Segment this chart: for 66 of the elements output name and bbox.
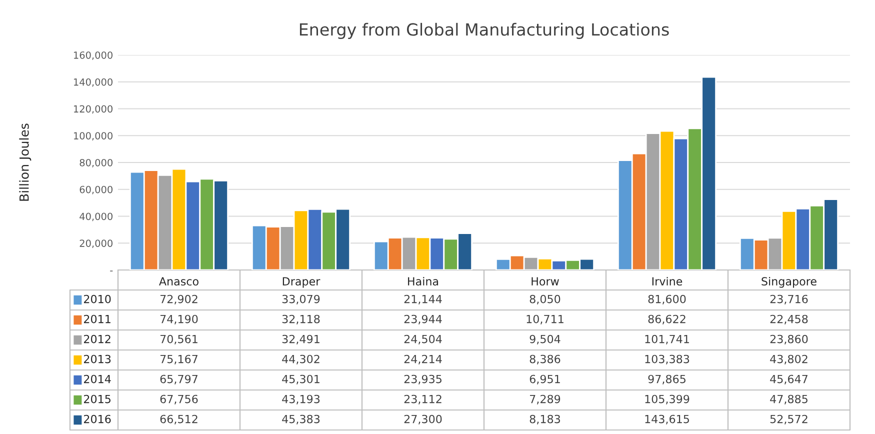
legend-label: 2014 [84,374,111,384]
x-tick-label: Anasco [159,277,198,286]
y-tick-label: 140,000 [74,78,112,87]
data-label: 81,600 [648,294,686,304]
y-tick-label: 120,000 [74,105,112,114]
data-label: 72,902 [160,294,198,304]
data-label: 33,079 [282,294,320,304]
data-label: 44,302 [282,354,320,364]
data-label: 45,647 [770,374,808,384]
legend-label: 2013 [84,354,111,364]
y-tick-label: - [110,270,113,272]
data-label: 47,885 [770,394,808,404]
data-label: 6,951 [530,374,560,384]
chart-title: Energy from Global Manufacturing Locations [300,22,669,40]
data-label: 27,300 [404,414,442,424]
data-label: 43,193 [282,394,320,404]
data-label: 45,383 [282,414,320,424]
legend-label: 2015 [84,394,110,404]
y-tick-label: 80,000 [80,158,112,168]
data-label: 8,050 [530,294,560,304]
data-label: 74,190 [160,314,198,324]
data-label: 24,504 [404,334,442,344]
data-label: 23,944 [404,314,442,324]
data-label: 52,572 [770,414,808,424]
y-tick-label: 20,000 [80,240,112,248]
data-label: 66,512 [160,414,198,424]
y-axis-title: Billion Joules [19,124,32,201]
x-tick-label: Draper [282,277,320,288]
legend-label: 2012 [84,334,110,344]
data-label: 32,491 [282,334,320,344]
data-label: 45,301 [282,374,320,384]
data-label: 23,112 [404,394,442,404]
data-label: 101,741 [645,334,689,344]
data-label: 65,797 [160,374,198,384]
data-label: 86,622 [648,314,686,324]
x-tick-label: Haina [408,276,438,286]
data-label: 70,561 [160,334,198,344]
y-tick-label: 60,000 [80,186,112,194]
x-tick-label: Horw [532,277,559,286]
data-label: 24,214 [404,354,442,364]
legend-label: 2011 [84,314,110,324]
legend-label: 2016 [84,414,111,424]
legend-label: 2010 [84,294,111,304]
data-label: 43,802 [770,354,808,364]
data-label: 23,935 [404,374,442,384]
data-label: 75,167 [160,354,198,364]
data-label: 32,118 [282,314,320,324]
data-label: 8,386 [530,354,560,364]
data-label: 8,183 [530,414,560,424]
data-label: 103,383 [645,354,690,364]
data-label: 97,865 [648,374,686,384]
y-tick-label: 160,000 [74,51,112,60]
data-label: 143,615 [645,414,690,424]
y-tick-label: 100,000 [74,132,112,140]
data-label: 23,860 [770,334,808,344]
x-tick-label: Irvine [652,276,682,286]
data-label: 67,756 [160,394,198,404]
y-tick-label: 40,000 [80,212,112,222]
data-label: 105,399 [645,394,690,404]
data-label: 21,144 [404,294,442,304]
data-label: 10,711 [526,314,564,324]
data-label: 9,504 [530,334,560,344]
x-tick-label: Singapore [762,276,816,288]
data-label: 23,716 [770,294,808,304]
data-label: 22,458 [770,314,808,324]
data-label: 7,289 [530,394,560,404]
